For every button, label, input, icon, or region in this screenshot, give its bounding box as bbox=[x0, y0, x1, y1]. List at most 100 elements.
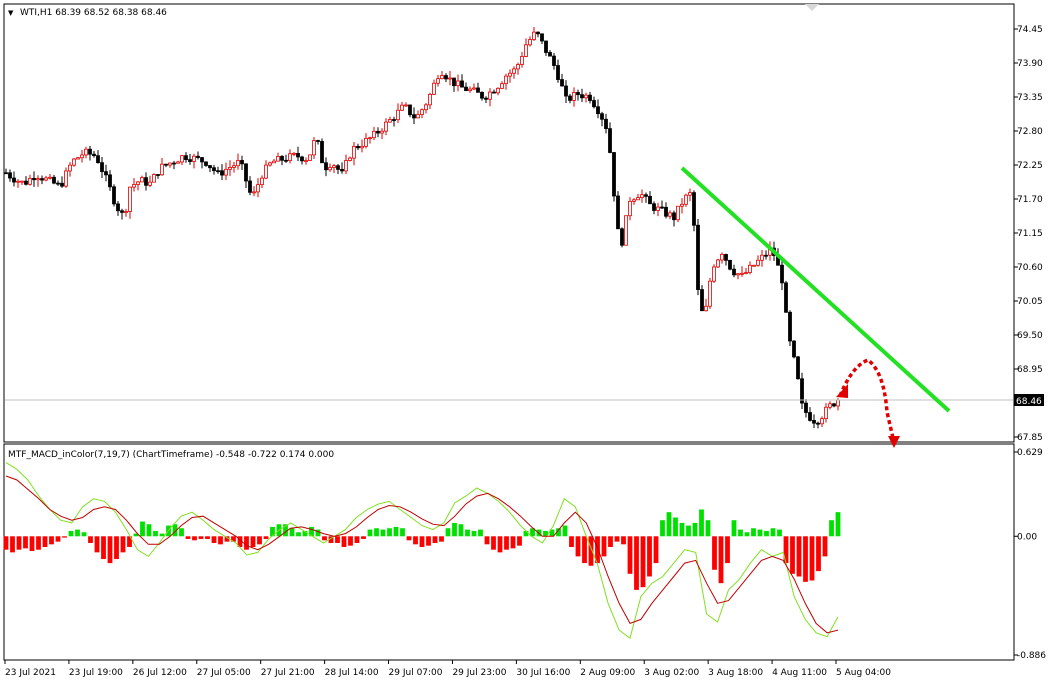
candle-body bbox=[436, 78, 440, 84]
candle-body bbox=[84, 148, 88, 156]
candle-body bbox=[824, 406, 828, 420]
trendline[interactable] bbox=[680, 166, 951, 413]
macd-histogram-bar bbox=[699, 509, 704, 537]
macd-histogram-bar bbox=[172, 524, 178, 537]
macd-histogram-bar bbox=[10, 536, 15, 553]
macd-histogram-bar bbox=[185, 536, 191, 539]
candle-body bbox=[736, 273, 740, 276]
price-panel-frame bbox=[3, 3, 1015, 443]
candle-body bbox=[160, 163, 164, 176]
candle-body bbox=[520, 56, 524, 65]
candle-body bbox=[52, 176, 56, 184]
candle-body bbox=[80, 154, 84, 159]
macd-histogram-bar bbox=[192, 536, 197, 541]
macd-histogram-bar bbox=[322, 536, 327, 541]
candle-body bbox=[360, 145, 364, 149]
macd-histogram-bar bbox=[263, 536, 269, 539]
macd-histogram-bar bbox=[530, 528, 535, 537]
candle-body bbox=[132, 184, 136, 188]
candle-body bbox=[320, 141, 324, 164]
macd-histogram-bar bbox=[361, 536, 366, 539]
macd-histogram-bar bbox=[465, 529, 470, 537]
macd-histogram-bar bbox=[439, 536, 444, 542]
macd-histogram-bar bbox=[816, 536, 821, 572]
price-tick-label: 73.35 bbox=[1017, 93, 1043, 103]
candle-body bbox=[272, 160, 276, 164]
macd-line bbox=[5, 462, 839, 639]
menu-arrow-icon[interactable]: ▼ bbox=[8, 9, 14, 17]
candle-body bbox=[728, 259, 732, 270]
macd-histogram-bar bbox=[94, 536, 100, 553]
candle-body bbox=[260, 177, 264, 186]
macd-histogram-bar bbox=[62, 536, 67, 538]
forecast-arrow-path bbox=[838, 358, 895, 439]
candle-body bbox=[448, 77, 452, 80]
macd-histogram-bar bbox=[380, 529, 386, 537]
time-axis: 23 Jul 2021 23 Jul 19:00 26 Jul 12:00 27 Ju… bbox=[4, 660, 891, 678]
macd-histogram-bar bbox=[549, 529, 555, 537]
macd-histogram-bar bbox=[133, 533, 139, 537]
candle-body bbox=[576, 92, 580, 96]
candle-body bbox=[352, 145, 356, 159]
candle-body bbox=[580, 94, 584, 99]
macd-histogram-bar bbox=[790, 536, 795, 574]
candle-body bbox=[116, 203, 120, 212]
macd-histogram-bar bbox=[270, 526, 275, 537]
candle-body bbox=[280, 155, 284, 161]
candle-body bbox=[784, 282, 788, 313]
candle-body bbox=[412, 114, 416, 119]
macd-histogram-bar bbox=[387, 528, 392, 537]
macd-histogram-bar bbox=[341, 536, 347, 548]
candle-body bbox=[36, 178, 40, 181]
macd-histogram-bar bbox=[510, 536, 516, 549]
macd-histogram-bar bbox=[764, 530, 769, 537]
candle-body bbox=[788, 311, 792, 342]
scroll-marker-icon bbox=[805, 4, 819, 11]
macd-histogram-bar bbox=[367, 529, 373, 537]
candle-body bbox=[468, 88, 472, 92]
macd-histogram-bar bbox=[309, 526, 314, 537]
candle-body bbox=[276, 155, 280, 162]
candle-body bbox=[308, 154, 312, 161]
candle-body bbox=[624, 215, 628, 246]
candle-body bbox=[92, 153, 96, 157]
candle-body bbox=[184, 155, 188, 161]
time-tick-label: 2 Aug 09:00 bbox=[580, 668, 635, 678]
macd-histogram-bar bbox=[543, 530, 548, 537]
candle-body bbox=[680, 203, 684, 207]
macd-histogram-bar bbox=[406, 536, 412, 541]
macd-histogram-bar bbox=[419, 536, 425, 548]
macd-histogram-bar bbox=[257, 536, 262, 545]
macd-histogram-bar bbox=[640, 536, 646, 588]
macd-histogram-bar bbox=[23, 536, 28, 549]
macd-histogram-bar bbox=[621, 536, 626, 545]
candle-body bbox=[416, 114, 420, 119]
candle-body bbox=[696, 224, 700, 290]
candle-body bbox=[240, 160, 244, 165]
candle-body bbox=[108, 174, 112, 188]
macd-histogram-bar bbox=[335, 536, 340, 543]
candle-body bbox=[148, 181, 152, 186]
candle-body bbox=[464, 86, 468, 92]
candle-body bbox=[292, 152, 296, 155]
macd-histogram-bar bbox=[608, 536, 613, 548]
candle-body bbox=[724, 254, 728, 261]
candle-body bbox=[536, 31, 540, 35]
signal-line bbox=[5, 475, 839, 634]
candle-body bbox=[568, 95, 572, 101]
candle-body bbox=[324, 162, 328, 171]
macd-histogram-bar bbox=[588, 536, 594, 566]
candle-body bbox=[156, 174, 160, 176]
macd-histogram-bar bbox=[627, 536, 633, 574]
candle-body bbox=[296, 152, 300, 158]
candle-body bbox=[828, 403, 832, 408]
candle-body bbox=[16, 180, 20, 183]
macd-histogram-bar bbox=[205, 536, 210, 539]
candle-body bbox=[392, 119, 396, 121]
candle-body bbox=[780, 264, 784, 284]
candle-body bbox=[88, 148, 92, 155]
macd-histogram-bar bbox=[634, 536, 639, 590]
candle-body bbox=[312, 140, 316, 156]
macd-tick-label: -0.886 bbox=[1017, 651, 1046, 661]
